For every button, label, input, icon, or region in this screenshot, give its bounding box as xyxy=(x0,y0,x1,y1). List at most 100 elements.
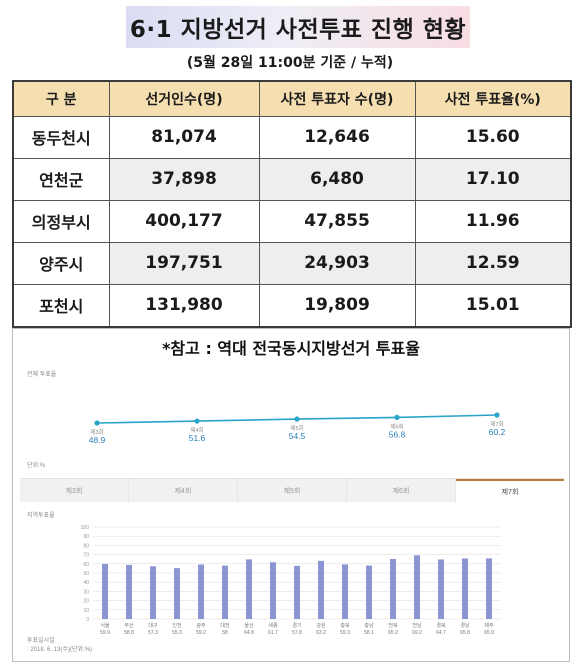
election-tabs: 제3회 제4회 제5회 제6회 제7회 xyxy=(20,478,564,502)
regional-bar xyxy=(126,564,132,619)
row-electors: 197,751 xyxy=(108,241,260,285)
region-value-label: 58 xyxy=(222,630,228,636)
turnout-value-label: 60.2 xyxy=(489,427,506,437)
region-label: 인천 xyxy=(172,622,182,629)
region-label: 대구 xyxy=(148,622,158,629)
region-label: 충남 xyxy=(364,622,374,629)
footnote-line1: 투표실시일 xyxy=(27,638,55,644)
turnout-value-label: 54.5 xyxy=(289,431,306,441)
row-voters: 47,855 xyxy=(258,199,416,243)
region-value-label: 64.8 xyxy=(244,630,254,636)
reference-title: *참고 : 역대 전국동시지방선거 투표율 xyxy=(162,339,420,358)
regional-bar xyxy=(294,565,300,619)
turnout-x-label: 제4회 xyxy=(190,426,203,434)
y-tick-label: 40 xyxy=(83,580,89,586)
table-row: 동두천시 81,074 12,646 15.60 xyxy=(12,115,572,159)
turnout-value-label: 51.6 xyxy=(189,433,206,443)
region-label: 광주 xyxy=(196,622,206,629)
row-electors: 37,898 xyxy=(108,157,260,201)
y-tick-label: 30 xyxy=(83,589,89,595)
region-label: 울산 xyxy=(244,622,254,629)
region-value-label: 57.8 xyxy=(292,630,302,636)
region-label: 세종 xyxy=(268,622,278,629)
region-value-label: 59.9 xyxy=(100,630,110,636)
region-value-label: 58.8 xyxy=(124,630,134,636)
region-label: 충북 xyxy=(340,622,350,629)
bar-chart-label: 지역투표율 xyxy=(27,513,55,519)
header-rate: 사전 투표율(%) xyxy=(414,80,572,117)
header-division: 구 분 xyxy=(12,80,110,117)
row-voters: 6,480 xyxy=(258,157,416,201)
row-voters: 12,646 xyxy=(258,115,416,159)
y-tick-label: 50 xyxy=(83,571,89,577)
reference-panel: *참고 : 역대 전국동시지방선거 투표율 전체 투표율 제3회 48.9 제4회 5… xyxy=(12,328,570,662)
regional-bar xyxy=(462,558,468,619)
regional-bar xyxy=(270,562,276,619)
row-voters: 19,809 xyxy=(258,283,416,328)
regional-bar xyxy=(366,565,372,619)
row-rate: 12.59 xyxy=(414,241,572,285)
turnout-x-label: 제3회 xyxy=(90,428,103,436)
y-tick-label: 60 xyxy=(83,562,89,568)
row-city: 연천군 xyxy=(12,157,110,201)
regional-bar xyxy=(438,559,444,619)
row-rate: 15.60 xyxy=(414,115,572,159)
y-tick-label: 70 xyxy=(83,553,89,559)
row-electors: 131,980 xyxy=(108,283,260,328)
region-label: 전북 xyxy=(388,622,398,629)
tab-election-7[interactable]: 제7회 xyxy=(456,479,564,502)
turnout-point xyxy=(494,412,500,418)
y-tick-label: 80 xyxy=(83,543,89,549)
tab-election-5[interactable]: 제5회 xyxy=(238,479,347,502)
region-value-label: 69.2 xyxy=(412,630,422,636)
row-electors: 81,074 xyxy=(108,115,260,159)
region-value-label: 61.7 xyxy=(268,630,278,636)
region-value-label: 65.8 xyxy=(460,630,470,636)
regional-bar xyxy=(318,560,324,619)
table-row: 포천시 131,980 19,809 15.01 xyxy=(12,283,572,328)
y-tick-label: 0 xyxy=(86,617,89,623)
region-value-label: 55.3 xyxy=(172,630,182,636)
footnote: 투표실시일 : 2018. 6. 13(수)(단위:%) xyxy=(27,637,92,655)
region-label: 서울 xyxy=(100,622,110,629)
region-label: 경기 xyxy=(292,622,301,629)
row-city: 양주시 xyxy=(12,241,110,285)
early-voting-table: 구 분 선거인수(명) 사전 투표자 수(명) 사전 투표율(%) 동두천시 8… xyxy=(12,80,572,328)
regional-bar xyxy=(414,555,420,619)
region-label: 강원 xyxy=(316,622,326,629)
tab-election-3[interactable]: 제3회 xyxy=(20,479,129,502)
row-rate: 17.10 xyxy=(414,157,572,201)
y-tick-label: 100 xyxy=(81,525,90,531)
turnout-value-label: 56.8 xyxy=(389,429,406,439)
tab-election-6[interactable]: 제6회 xyxy=(347,479,456,502)
y-tick-label: 10 xyxy=(83,608,89,614)
row-rate: 15.01 xyxy=(414,283,572,328)
regional-bar xyxy=(390,559,396,619)
region-value-label: 65.9 xyxy=(484,630,494,636)
page-subtitle: (5월 28일 11:00분 기준 / 누적) xyxy=(186,55,394,71)
turnout-point xyxy=(394,414,400,421)
region-label: 제주 xyxy=(484,622,494,629)
unit-label: 단위:% xyxy=(27,463,46,469)
region-value-label: 57.3 xyxy=(148,630,158,636)
region-value-label: 63.2 xyxy=(316,630,326,636)
row-city: 동두천시 xyxy=(12,115,110,159)
page-title: 6·1 지방선거 사전투표 진행 현황 xyxy=(129,17,467,43)
region-value-label: 65.2 xyxy=(388,630,398,636)
turnout-point xyxy=(94,420,100,426)
regional-bar xyxy=(222,565,228,619)
regional-bar xyxy=(174,568,180,619)
table-row: 연천군 37,898 6,480 17.10 xyxy=(12,157,572,201)
region-value-label: 58.1 xyxy=(364,630,374,636)
row-city: 포천시 xyxy=(12,283,110,328)
regional-bar xyxy=(486,558,492,619)
line-chart-label: 전체 투표율 xyxy=(27,372,57,378)
tab-election-4[interactable]: 제4회 xyxy=(129,479,238,502)
turnout-point xyxy=(294,416,300,422)
region-label: 부산 xyxy=(124,622,134,629)
title-banner: 6·1 지방선거 사전투표 진행 현황 xyxy=(126,6,470,48)
table-row: 양주시 197,751 24,903 12.59 xyxy=(12,241,572,285)
turnout-value-label: 48.9 xyxy=(89,435,106,445)
turnout-x-label: 제5회 xyxy=(290,424,303,432)
